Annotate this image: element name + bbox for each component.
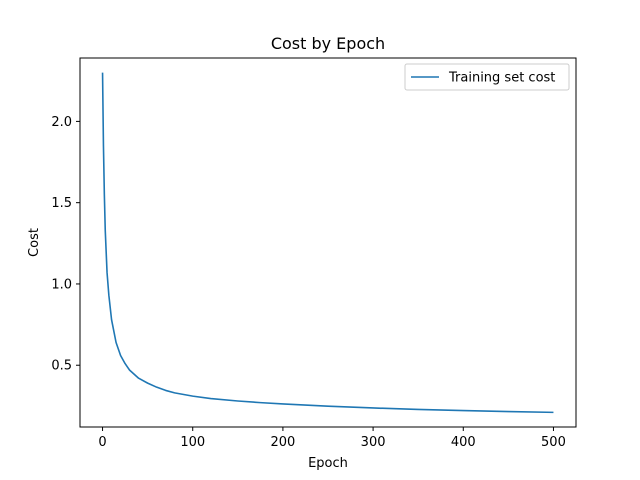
x-tick-label: 0 [98,435,106,450]
x-tick-label: 100 [180,435,205,450]
x-tick-label: 300 [361,435,386,450]
legend-label: Training set cost [448,71,555,86]
x-axis-label: Epoch [308,456,348,471]
y-tick-label: 1.5 [51,196,72,211]
series-layer [101,72,554,414]
x-tick-label: 200 [270,435,295,450]
legend: Training set cost [404,63,570,91]
y-tick-label: 2.0 [51,115,72,130]
y-tick-label: 0.5 [51,359,72,374]
series-line [101,72,554,414]
x-tick-label: 400 [451,435,476,450]
plot-area-frame [79,57,577,428]
legend-box [404,63,570,91]
x-axis: 0 100 200 300 400 500 [98,427,566,450]
x-tick-label: 500 [541,435,566,450]
y-axis: 0.5 1.0 1.5 2.0 [51,115,80,374]
y-tick-label: 1.0 [51,277,72,292]
y-axis-label: Cost [27,228,42,257]
chart-title: Cost by Epoch [271,34,385,53]
